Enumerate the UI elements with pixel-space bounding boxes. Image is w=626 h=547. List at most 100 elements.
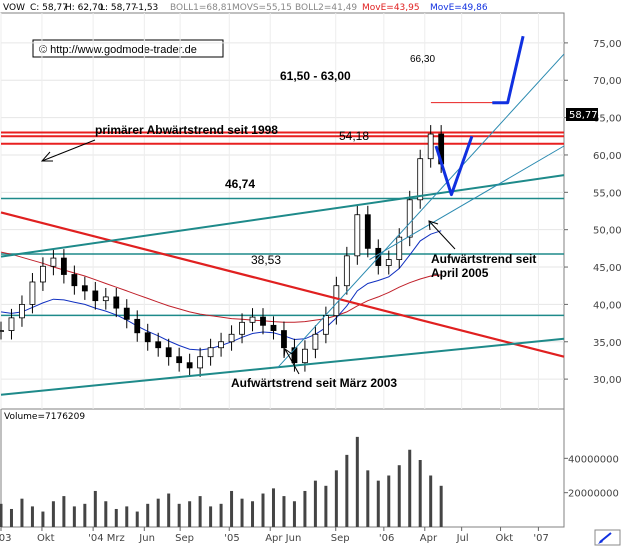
candle-body: [406, 199, 413, 238]
candle-body: [312, 333, 319, 350]
candle-body: [92, 290, 99, 302]
candle-body: [343, 255, 350, 287]
header-symbol: VOW: [3, 3, 25, 13]
annotation-peak: 66,30: [410, 54, 435, 65]
annotation-primary-trend: primärer Abwärtstrend seit 1998: [95, 123, 278, 137]
candle-body: [260, 316, 266, 326]
volume-label: Volume=7176209: [4, 412, 85, 422]
time-tick-label: Jul: [456, 533, 469, 544]
price-tick-label: 35,00: [593, 338, 622, 349]
price-tick-label: 40,00: [593, 300, 622, 311]
candle-body: [417, 158, 424, 201]
candle-body: [396, 236, 403, 260]
price-tick-label: 50,00: [593, 226, 622, 237]
arrow-primary-trend: [40, 139, 96, 162]
candle-body: [186, 362, 193, 369]
candle-body: [134, 318, 141, 334]
price-tick-label: 45,00: [593, 263, 622, 274]
annotation-uptrend-2005-line1: Aufwärtstrend seit: [431, 252, 536, 266]
time-tick-label: Apr: [420, 533, 438, 544]
candle-body: [60, 257, 67, 275]
price-tick-label: 65,00: [593, 114, 622, 125]
candle-body: [427, 133, 434, 160]
candle-body: [281, 330, 287, 349]
candle-body: [218, 341, 224, 349]
time-tick-label: Sep: [331, 533, 350, 544]
uptrend-2003-line: [277, 53, 565, 369]
header-low: L: 58,77: [100, 3, 137, 13]
uptrend-2005-line: [369, 145, 565, 260]
primary-downtrend-line: [0, 211, 565, 358]
header-move-blue: MovE=49,86: [430, 3, 488, 13]
pencil-icon: [598, 532, 612, 544]
header-move-red: MovE=43,95: [362, 3, 420, 13]
arrow-uptrend-2003: [283, 348, 300, 375]
candle-body: [354, 214, 361, 257]
candle-body: [8, 317, 15, 331]
annotation-level-46: 46,74: [225, 177, 255, 191]
candle-body: [113, 296, 120, 309]
candle-body: [40, 265, 46, 283]
time-tick-label: '03: [0, 533, 11, 544]
candle-body: [239, 321, 245, 335]
forecast-path-2: [492, 35, 525, 105]
annotation-level-38: 38,53: [251, 253, 281, 267]
candle-body: [302, 348, 308, 364]
price-tick-label: 60,00: [593, 151, 622, 162]
candle-body: [291, 347, 298, 364]
candle-body: [165, 347, 172, 358]
time-tick-label: Okt: [496, 533, 514, 544]
price-tick-label: 75,00: [593, 39, 622, 50]
time-tick-label: Sep: [175, 533, 194, 544]
candle-body: [333, 285, 340, 317]
last-price-label: 58,77: [569, 110, 598, 121]
arrow-uptrend-2005: [428, 220, 456, 250]
candle-body: [364, 214, 371, 249]
annotation-uptrend-2003: Aufwärtstrend seit März 2003: [231, 376, 397, 390]
time-tick-label: Apr Jun: [265, 533, 301, 544]
volume-tick-label: 20000000: [568, 489, 619, 500]
annotation-level-range: 61,50 - 63,00: [280, 69, 351, 83]
header-close: C: 58,77: [30, 3, 68, 13]
candle-body: [176, 356, 183, 364]
header-high: H: 62,70: [65, 3, 104, 13]
time-tick-label: '07: [533, 533, 548, 544]
volume-tick-label: 40000000: [568, 454, 619, 465]
time-tick-label: Jun: [138, 533, 155, 544]
candle-body: [249, 316, 256, 323]
candle-body: [123, 307, 130, 320]
candle-body: [71, 274, 78, 287]
candle-body: [50, 257, 57, 267]
header-boll1: BOLL1=68,81: [170, 3, 232, 13]
candle-body: [270, 324, 277, 331]
time-tick-label: '04 Mrz: [88, 533, 125, 544]
price-tick-label: 30,00: [593, 375, 622, 386]
annotation-uptrend-2005-line2: April 2005: [431, 266, 489, 280]
candle-body: [0, 330, 4, 332]
header-change: -1,53: [135, 3, 158, 13]
header-boll2: BOLL2=41,49: [295, 3, 357, 13]
copyright-text: © http://www.godmode-trader.de: [39, 44, 197, 56]
price-tick-label: 70,00: [593, 76, 622, 87]
candle-body: [197, 356, 204, 369]
candle-body: [322, 315, 329, 335]
time-tick-label: Okt: [37, 533, 55, 544]
candle-body: [144, 332, 151, 343]
candle-body: [102, 296, 109, 302]
candle-body: [19, 303, 25, 319]
candle-body: [29, 281, 36, 305]
time-tick-label: '05: [224, 533, 239, 544]
last-price-box: [566, 108, 598, 121]
price-tick-label: 55,00: [593, 188, 622, 199]
copyright-box: [32, 39, 224, 58]
annotation-level-54: 54,18: [339, 129, 369, 143]
time-tick-label: '06: [379, 533, 394, 544]
candle-body: [207, 347, 214, 358]
lower-channel-line: [0, 337, 565, 396]
candle-body: [228, 333, 235, 343]
chart-tool-button[interactable]: [594, 529, 621, 546]
candle-body: [385, 259, 392, 266]
candle-body: [155, 341, 162, 349]
header-movs: MOVS=55,15: [232, 3, 292, 13]
